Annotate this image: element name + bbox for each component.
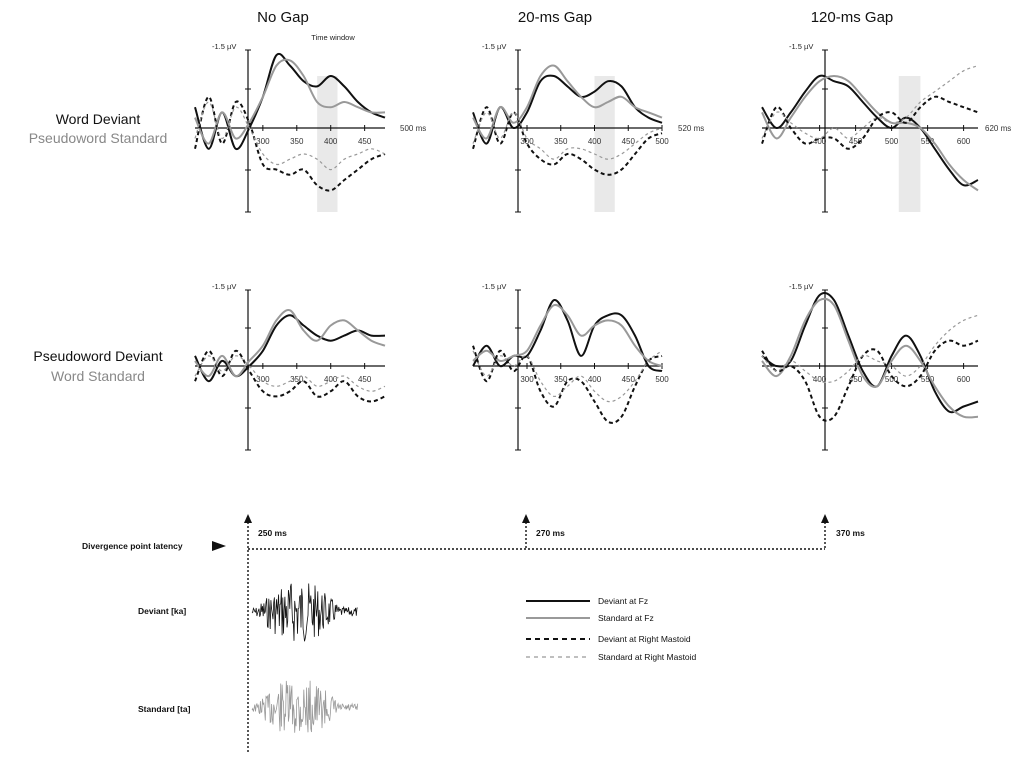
erp-panel-2: -1.5 µV 300 350 400 450 500: [472, 42, 669, 213]
row1-standard-label: Pseudoword Standard: [29, 130, 168, 146]
amplitude-label: -1.5 µV: [789, 282, 813, 291]
x-tick-label: 450: [358, 375, 372, 384]
series-line-deviant-at-fz: [472, 74, 663, 145]
series-line-standard-at-right-mastoid: [761, 65, 979, 140]
x-tick-label: 500: [885, 375, 899, 384]
divergence-pointer-icon: [212, 541, 226, 551]
column-title-no-gap: No Gap: [257, 9, 309, 26]
x-tick-label: 350: [554, 375, 568, 384]
series-line-standard-at-fz: [472, 64, 663, 140]
erp-panel-6: -1.5 µV 400 450 500 550 600: [761, 282, 979, 451]
arrow-up-icon: [522, 514, 530, 523]
x-tick-label: 350: [290, 137, 304, 146]
deviant-waveform: [251, 583, 358, 642]
column-title-120ms-gap: 120-ms Gap: [811, 9, 894, 26]
time-window-band: [317, 76, 338, 212]
column-title-20ms-gap: 20-ms Gap: [518, 9, 592, 26]
standard-waveform: [251, 680, 359, 733]
erp-panel-5: -1.5 µV 300 350 400 450 500: [472, 282, 669, 451]
x-tick-label: 400: [813, 375, 827, 384]
standard-stimulus-label: Standard [ta]: [138, 704, 191, 714]
series-line-deviant-at-right-mastoid: [761, 339, 979, 422]
end-label-20ms-gap: 520 ms: [678, 124, 704, 133]
series-line-standard-at-right-mastoid: [194, 355, 386, 392]
series-line-standard-at-right-mastoid: [194, 101, 386, 171]
x-tick-label: 400: [813, 137, 827, 146]
time-window-band: [594, 76, 615, 212]
legend-deviant-fz: Deviant at Fz: [598, 596, 648, 606]
x-tick-label: 500: [655, 137, 669, 146]
series-line-standard-at-fz: [194, 309, 386, 378]
x-tick-label: 300: [520, 375, 534, 384]
amplitude-label: -1.5 µV: [482, 282, 506, 291]
x-tick-label: 400: [324, 137, 338, 146]
divergence-label: Divergence point latency: [82, 541, 183, 551]
amplitude-label: -1.5 µV: [482, 42, 506, 51]
x-tick-label: 550: [921, 375, 935, 384]
series-line-standard-at-right-mastoid: [472, 350, 663, 403]
series-line-deviant-at-fz: [472, 299, 663, 373]
x-tick-label: 300: [520, 137, 534, 146]
x-tick-label: 300: [256, 137, 270, 146]
erp-panel-3: -1.5 µV 400 450 500 550 600: [761, 42, 979, 213]
series-line-standard-at-right-mastoid: [761, 314, 979, 384]
series-line-deviant-at-right-mastoid: [194, 95, 386, 192]
series-line-standard-at-fz: [761, 297, 979, 419]
series-line-deviant-at-right-mastoid: [472, 345, 663, 424]
series-line-standard-at-fz: [472, 303, 663, 367]
series-line-deviant-at-right-mastoid: [761, 95, 979, 150]
series-line-deviant-at-fz: [761, 292, 979, 414]
series-line-standard-at-fz: [761, 75, 979, 192]
latency-20ms-gap: 270 ms: [536, 528, 565, 538]
arrow-up-icon: [821, 514, 829, 523]
amplitude-label: -1.5 µV: [789, 42, 813, 51]
x-tick-label: 450: [358, 137, 372, 146]
x-tick-label: 350: [554, 137, 568, 146]
legend: Deviant at Fz Standard at Fz Deviant at …: [526, 596, 697, 662]
legend-standard-fz: Standard at Fz: [598, 613, 654, 623]
row2-deviant-label: Pseudoword Deviant: [33, 348, 162, 364]
row1-deviant-label: Word Deviant: [56, 111, 141, 127]
x-tick-label: 400: [324, 375, 338, 384]
series-line-deviant-at-fz: [194, 314, 386, 383]
x-tick-label: 500: [655, 375, 669, 384]
series-line-standard-at-fz: [194, 58, 386, 145]
end-label-120ms-gap: 620 ms: [985, 124, 1011, 133]
series-line-deviant-at-fz: [761, 74, 979, 187]
legend-deviant-mastoid: Deviant at Right Mastoid: [598, 634, 691, 644]
x-tick-label: 400: [588, 137, 602, 146]
time-window-label: Time window: [311, 33, 355, 42]
end-label-no-gap: 500 ms: [400, 124, 426, 133]
amplitude-label: -1.5 µV: [212, 282, 236, 291]
x-tick-label: 450: [622, 375, 636, 384]
arrow-up-icon: [244, 514, 252, 523]
erp-panels: -1.5 µV 300 350 400 450 -1.5 µV 300 350 400 450 50…: [194, 42, 979, 451]
series-line-deviant-at-right-mastoid: [194, 349, 386, 403]
series-line-standard-at-right-mastoid: [472, 111, 663, 160]
x-tick-label: 300: [256, 375, 270, 384]
x-tick-label: 550: [921, 137, 935, 146]
latency-120ms-gap: 370 ms: [836, 528, 865, 538]
time-window-band: [898, 76, 921, 212]
amplitude-label: -1.5 µV: [212, 42, 236, 51]
latency-no-gap: 250 ms: [258, 528, 287, 538]
series-line-deviant-at-fz: [194, 52, 386, 151]
x-tick-label: 450: [849, 137, 863, 146]
x-tick-label: 600: [957, 137, 971, 146]
legend-standard-mastoid: Standard at Right Mastoid: [598, 652, 697, 662]
x-tick-label: 450: [849, 375, 863, 384]
x-tick-label: 450: [622, 137, 636, 146]
series-line-deviant-at-right-mastoid: [472, 106, 663, 176]
divergence-timeline: Divergence point latency 250 ms 270 ms 3…: [82, 514, 865, 752]
erp-panel-4: -1.5 µV 300 350 400 450: [194, 282, 386, 451]
x-tick-label: 350: [290, 375, 304, 384]
deviant-stimulus-label: Deviant [ka]: [138, 606, 186, 616]
x-tick-label: 600: [957, 375, 971, 384]
erp-panel-1: -1.5 µV 300 350 400 450: [194, 42, 386, 213]
x-tick-label: 400: [588, 375, 602, 384]
row2-standard-label: Word Standard: [51, 368, 145, 384]
x-tick-label: 500: [885, 137, 899, 146]
